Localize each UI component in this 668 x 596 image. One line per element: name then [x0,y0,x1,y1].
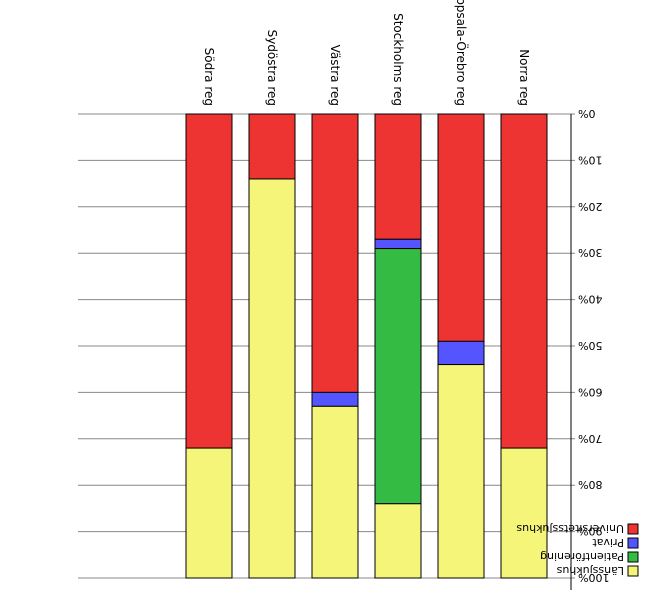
y-tick-label: 30% [578,246,602,259]
y-tick-label: 100% [578,571,609,584]
legend-label: Länssjukhus [556,564,624,577]
category-label: Uppsala-Örebro reg [454,0,470,106]
bar-segment [437,113,485,342]
bar-segment [374,503,422,579]
legend-label: Privat [592,536,624,549]
bar-segment [374,113,422,240]
y-tick-label: 80% [578,478,602,491]
bar-segment [437,340,485,366]
y-tick-label: 0% [578,107,595,120]
y-tick-label: 50% [578,339,602,352]
bars [185,113,548,579]
legend-swatch [627,537,639,549]
y-tick-label: 60% [578,385,602,398]
legend-swatch [627,523,639,535]
legend-label: Patientförening [540,550,624,563]
category-label: Stockholms reg [391,13,405,106]
bar-segment [311,391,359,407]
y-tick-labels: 0% 10% 20% 30% 40% 50% 60% 70% 80% 90% 100% [578,107,609,584]
y-tick-label: 10% [578,153,602,166]
y-tick-label: 40% [578,293,602,306]
y-tick-label: 20% [578,200,602,213]
legend-swatch [627,551,639,563]
category-label: Sydöstra reg [265,30,279,106]
y-tick-label: 90% [578,525,602,538]
bar-segment [311,113,359,393]
legend: LänssjukhusPatientföreningPrivatUniversi… [516,522,639,577]
legend-swatch [627,565,639,577]
category-labels: Norra reg Uppsala-Örebro reg Stockholms re… [202,0,531,106]
bar-segment [500,113,548,449]
bar-segment [374,238,422,250]
category-label: Norra reg [517,49,531,106]
bar-segment [311,405,359,579]
bar-segment [374,248,422,505]
bar-segment [248,113,296,180]
bar-segment [248,178,296,579]
y-tick-label: 70% [578,432,602,445]
bar-segment [500,447,548,579]
legend-label: Universitetssjukhus [516,522,624,535]
category-label: Västra reg [328,45,342,106]
bar-segment [437,364,485,579]
category-label: Södra reg [202,48,216,106]
bar-segment [185,447,233,579]
bar-segment [185,113,233,449]
